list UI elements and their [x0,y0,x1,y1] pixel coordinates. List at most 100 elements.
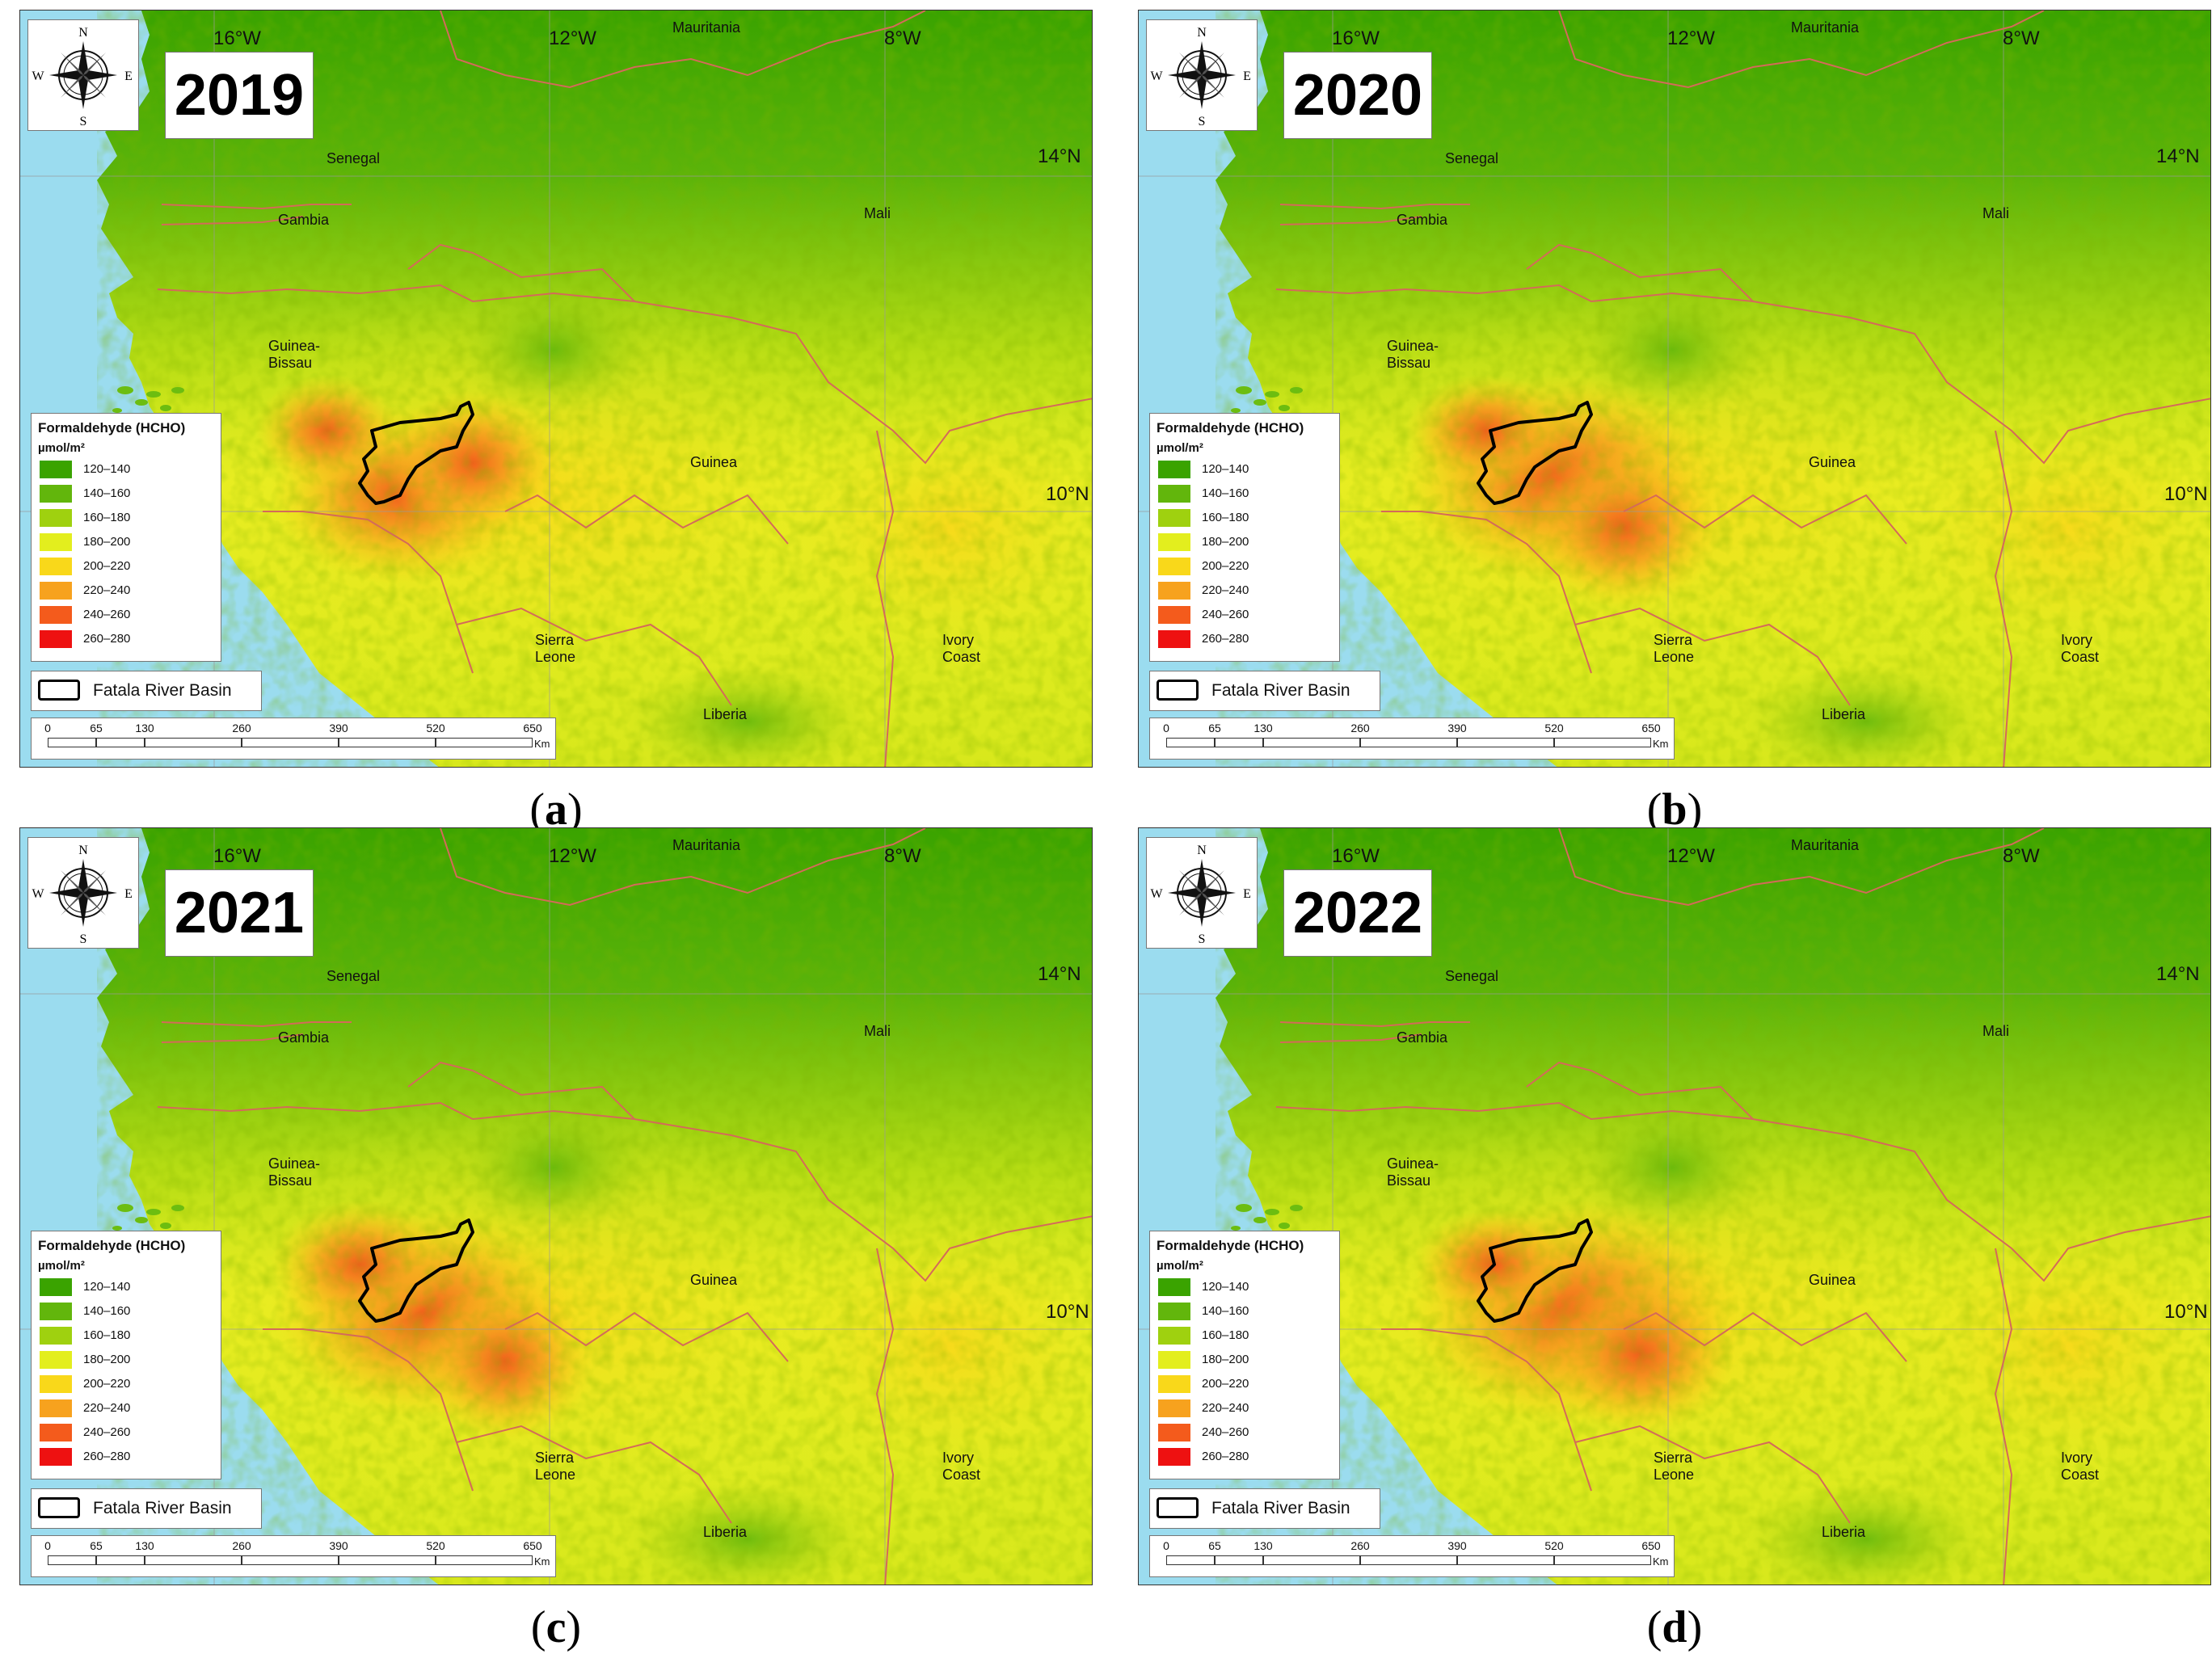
scale-segment [48,1555,96,1565]
compass-e: E [1243,887,1251,901]
legend-label: 140–160 [83,1304,131,1318]
island [146,391,161,398]
legend-row: 120–140 [1158,461,1328,478]
basin-legend-label: Fatala River Basin [93,1499,232,1517]
place-senegal: Senegal [1445,150,1499,166]
scale-tick: 65 [1208,722,1221,734]
legend-label: 200–220 [1202,1377,1249,1391]
legend-row: 120–140 [1158,1278,1328,1296]
legend-row: 160–180 [1158,509,1328,527]
land-texture [1216,828,2210,1585]
place-sierra-leone: Sierra Leone [535,1450,576,1483]
legend-swatch [1158,558,1190,575]
legend-row: 240–260 [1158,1424,1328,1441]
legend-label: 120–140 [1202,1280,1249,1294]
legend-row: 260–280 [40,1448,209,1466]
island [146,1209,161,1215]
scale-tick: 520 [1544,1539,1564,1552]
scale-tick: 0 [1163,722,1169,734]
legend-swatch [1158,509,1190,527]
basin-legend: Fatala River Basin [1149,671,1380,711]
place-gambia: Gambia [1397,1029,1448,1046]
compass-e: E [124,887,133,901]
place-guinea-bissau: Guinea-Bissau [268,338,321,371]
scale-tick: 520 [426,1539,445,1552]
scale-segment [242,1555,339,1565]
scale-tick: 650 [523,722,542,734]
island [1236,386,1252,394]
lon-label-16w: 16°W [213,845,261,867]
legend-label: 240–260 [83,608,131,621]
compass-w: W [1150,69,1163,83]
legend-row: 180–200 [40,1351,209,1369]
scale-tick: 520 [426,722,445,734]
legend-row: 200–220 [1158,1375,1328,1393]
legend-swatch [1158,630,1190,648]
place-mali: Mali [1982,1023,2010,1039]
legend-label: 120–140 [83,1280,131,1294]
land-texture [1216,11,2210,767]
place-liberia: Liberia [1822,1524,1866,1540]
island [112,408,122,413]
place-guinea-bissau: Guinea-Bissau [1387,1155,1439,1189]
bijagos-islands [112,1204,184,1231]
legend-title: Formaldehyde (HCHO) [1157,1238,1304,1253]
place-guinea-bissau: Guinea-Bissau [268,1155,321,1189]
compass-w: W [32,69,44,83]
legend-row: 160–180 [1158,1327,1328,1345]
legend-label: 140–160 [1202,486,1249,500]
island [1279,1223,1290,1229]
legend-swatch [1158,1375,1190,1393]
legend-row: 240–260 [1158,606,1328,624]
legend-label: 160–180 [83,1328,131,1342]
compass-w: W [32,887,44,901]
legend: Formaldehyde (HCHO) µmol/m² 120–140 140–1… [1149,1231,1340,1479]
legend-swatch [40,1351,72,1369]
year-label: 2021 [165,869,314,957]
scale-tick: 650 [1641,1539,1661,1552]
legend-label: 160–180 [1202,511,1249,524]
place-ivory-coast: Ivory Coast [942,632,981,665]
basin-legend-label: Fatala River Basin [1211,681,1350,700]
legend-swatch [1158,1303,1190,1320]
scale-segment [1360,1555,1457,1565]
lon-label-12w: 12°W [549,845,596,867]
scale-tick: 65 [90,1539,103,1552]
compass-icon: N S W E [32,26,133,128]
scale-segment [48,738,96,747]
scale-bar: 0 65 130 260 390 520 650 Km [31,718,556,760]
legend-label: 200–220 [83,1377,131,1391]
scale-tick: 260 [232,722,251,734]
scale-segment [145,1555,242,1565]
scale-segment [339,1555,436,1565]
country-borders [1275,11,2210,767]
legend-swatch [1158,1278,1190,1296]
compass-icon: N S W E [32,844,133,946]
compass-e: E [124,69,133,83]
island [117,1204,133,1212]
island [1265,1209,1279,1215]
legend-row: 200–220 [40,558,209,575]
scale-segment [96,1555,145,1565]
legend-label: 180–200 [83,535,131,549]
lon-label-16w: 16°W [213,27,261,49]
scale-tick: 390 [1447,722,1467,734]
island [160,1223,171,1229]
legend-swatch [1158,582,1190,600]
legend-swatch [40,1424,72,1441]
panel-caption: (a) [529,785,583,835]
lat-label-14n: 14°N [2156,145,2200,167]
legend-title: Formaldehyde (HCHO) [38,420,186,436]
fatala-river-basin [358,1218,474,1323]
legend-swatch [40,1303,72,1320]
scale-tick: 390 [1447,1539,1467,1552]
place-liberia: Liberia [703,1524,748,1540]
island [1231,1226,1241,1231]
legend-label: 140–160 [1202,1304,1249,1318]
compass-s: S [80,115,87,128]
year-label: 2020 [1283,52,1432,139]
graticule [20,828,1092,1585]
legend-row: 260–280 [1158,1448,1328,1466]
country-borders [1275,828,2210,1585]
basin-legend: Fatala River Basin [31,671,262,711]
